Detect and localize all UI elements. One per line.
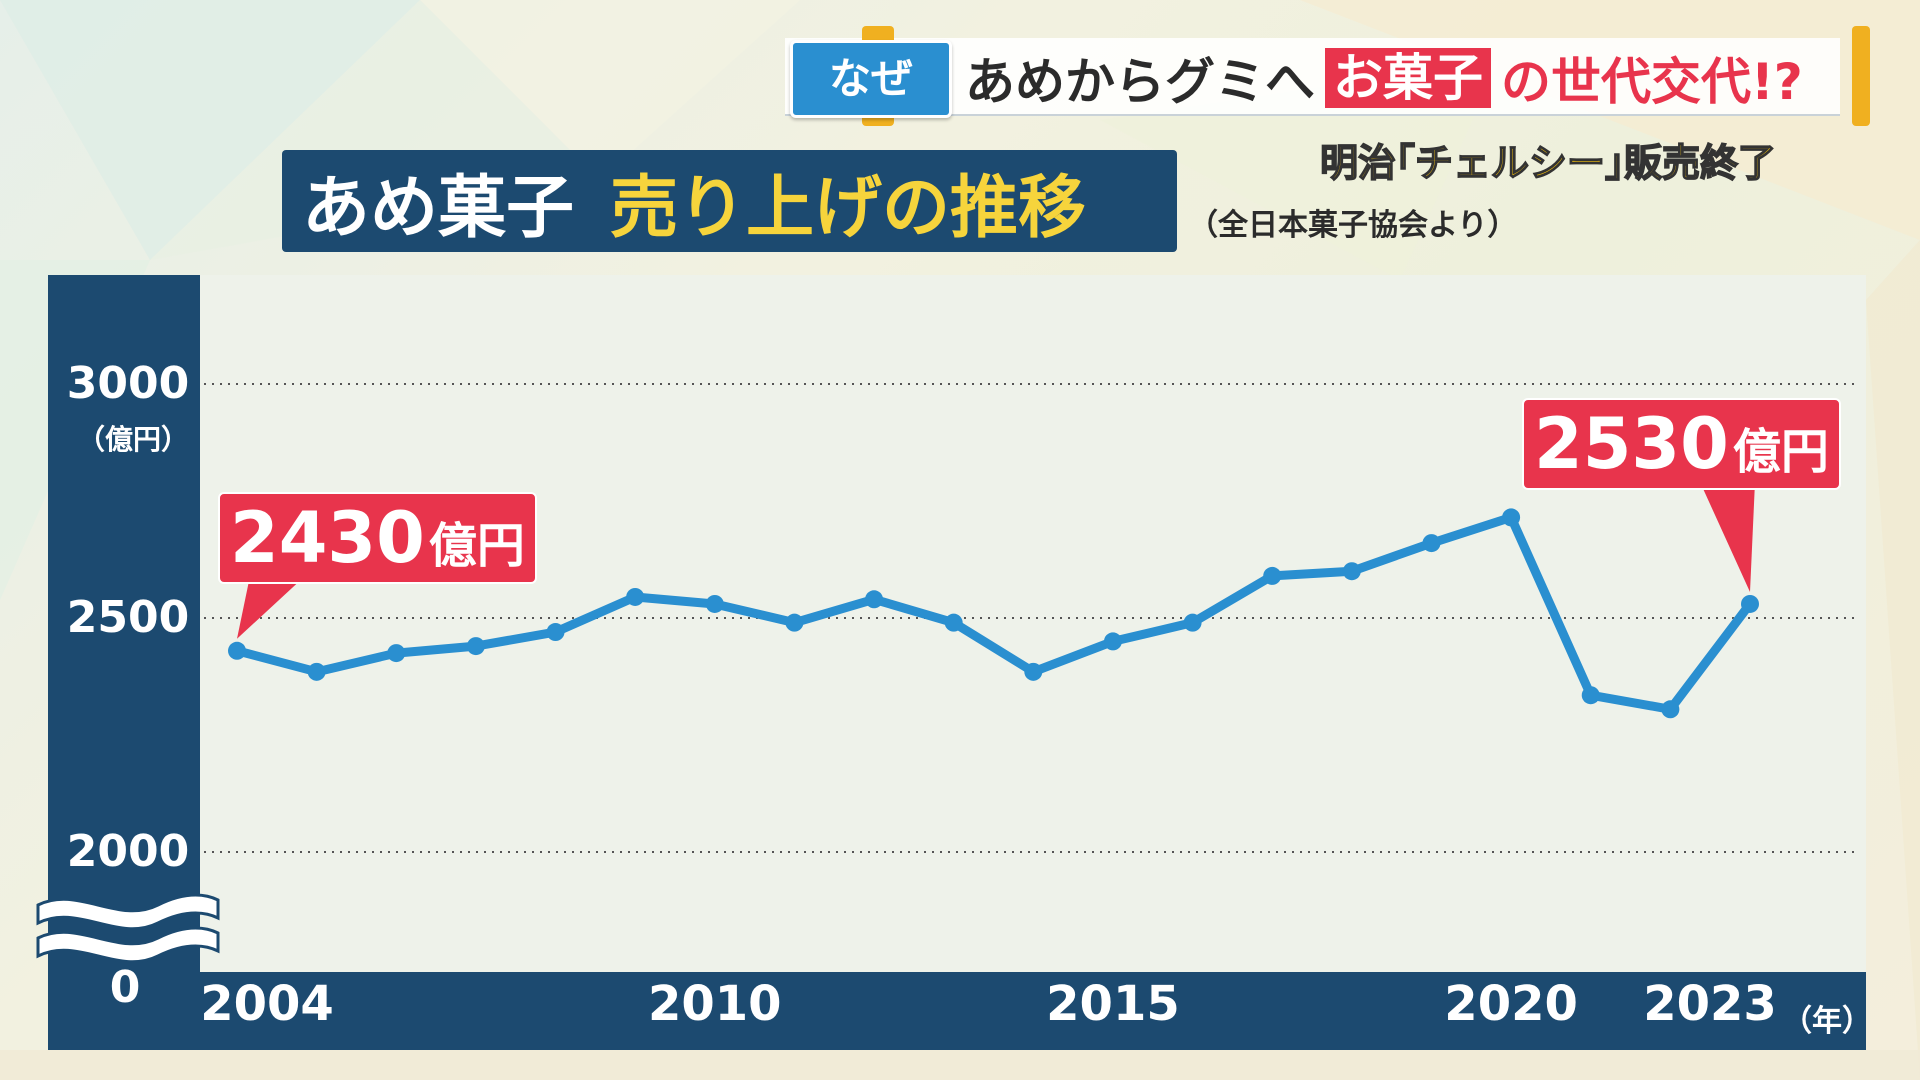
callout-tail-2004 [237, 576, 305, 639]
x-tick-2015: 2015 [1046, 976, 1180, 1032]
callout-unit: 億円 [428, 518, 525, 574]
callout-2023: 2530 億円 [1522, 398, 1841, 490]
callout-value: 2530 [1534, 403, 1729, 485]
axis-break-icon [36, 893, 220, 964]
naze-badge: なぜ [790, 40, 952, 118]
headline-highlight: お菓子 [1325, 48, 1491, 108]
headline-text: あめからグミへ お菓子 の世代交代!? [965, 40, 1803, 116]
data-source: （全日本菓子協会より） [1188, 208, 1518, 243]
x-tick-2010: 2010 [647, 976, 782, 1032]
y-axis-unit: （億円） [76, 423, 189, 456]
data-point-2004 [228, 641, 246, 660]
data-point-2007 [466, 637, 485, 656]
headline-part-after: の世代交代!? [1501, 53, 1803, 111]
callout-tail-2023 [1700, 482, 1755, 592]
data-point-2016 [1183, 613, 1202, 632]
chart-title-accent: 売り上げの推移 [610, 168, 1087, 248]
data-point-2011 [785, 613, 804, 632]
subnote-chelsea: 明治｢チェルシー｣販売終了 [1319, 140, 1777, 186]
data-point-2014 [1024, 662, 1043, 681]
x-tick-2004: 2004 [200, 976, 334, 1032]
data-point-2020 [1502, 508, 1521, 527]
data-point-2012 [865, 590, 884, 609]
data-point-2023 [1741, 594, 1759, 613]
data-point-2010 [705, 594, 724, 613]
data-point-2008 [546, 623, 565, 642]
data-point-2017 [1263, 566, 1282, 585]
y-tick-0: 0 [109, 962, 141, 1013]
callout-tails [237, 482, 1755, 639]
callout-2004: 2430 億円 [218, 492, 537, 584]
y-tick-2500: 2500 [66, 592, 190, 643]
data-point-2009 [626, 587, 645, 606]
data-point-2022 [1661, 700, 1680, 719]
data-point-2005 [307, 662, 326, 681]
data-point-2013 [944, 613, 963, 632]
headline-part-before: あめからグミへ [965, 53, 1315, 111]
x-axis-unit: （年） [1782, 1004, 1872, 1039]
series-line-path [232, 512, 1755, 714]
banner-accent-right [1852, 26, 1870, 126]
chart-title-main: あめ菓子 [302, 168, 575, 248]
headline-banner [785, 38, 1840, 116]
data-point-2019 [1422, 534, 1441, 553]
chart-title-box: あめ菓子 売り上げの推移 [282, 150, 1177, 252]
plot-area [200, 275, 1866, 972]
data-point-2006 [387, 644, 406, 663]
x-axis-panel [48, 972, 1866, 1050]
x-tick-2023: 2023 [1643, 976, 1777, 1032]
y-tick-3000: 3000 [66, 358, 190, 409]
gridlines [204, 383, 1856, 853]
data-point-2015 [1103, 632, 1122, 651]
callout-unit: 億円 [1732, 424, 1829, 480]
x-tick-2020: 2020 [1444, 976, 1578, 1032]
y-tick-2000: 2000 [66, 826, 190, 877]
data-point-2018 [1342, 562, 1361, 581]
series-line [228, 508, 1759, 719]
data-point-2021 [1581, 686, 1600, 705]
callout-value: 2430 [230, 497, 425, 579]
